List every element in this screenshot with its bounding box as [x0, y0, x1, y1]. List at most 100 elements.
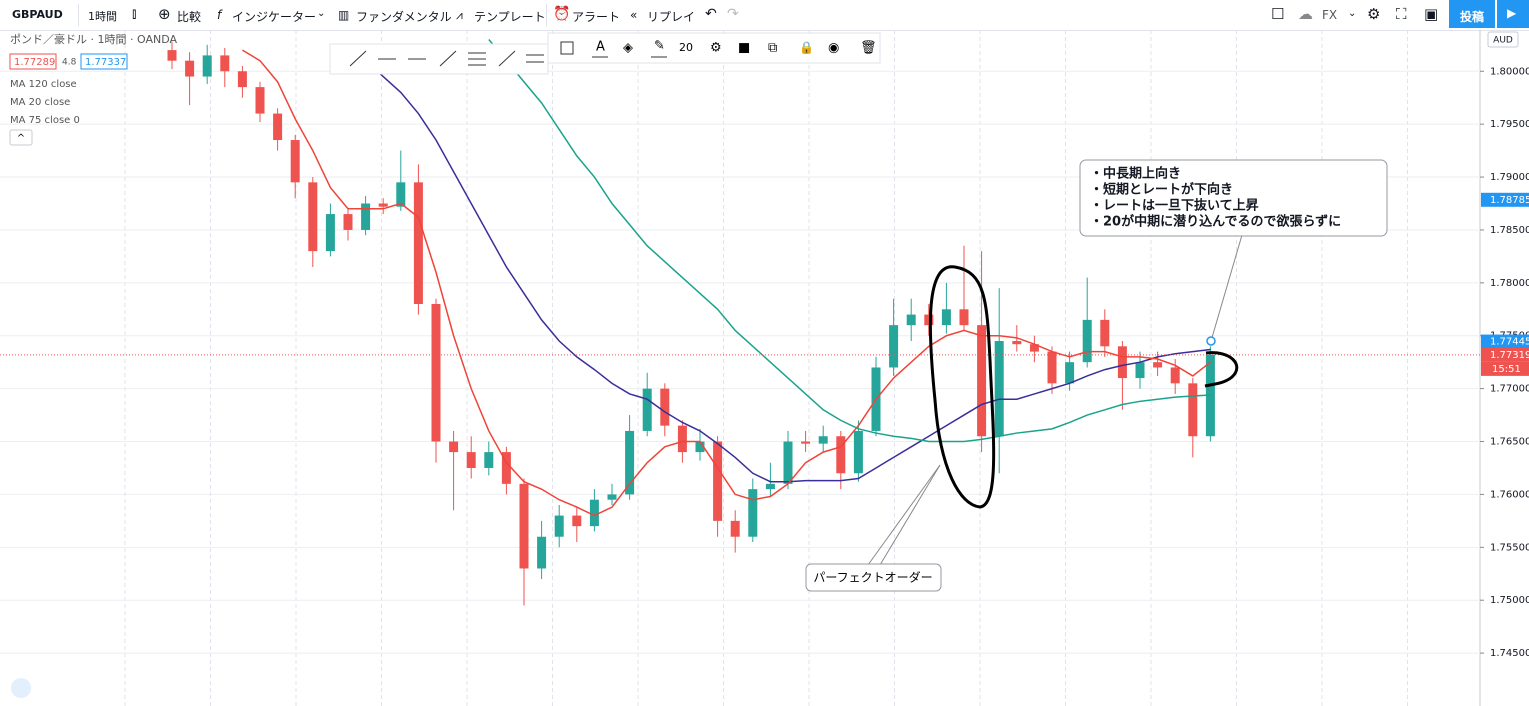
line-tools: [329, 43, 549, 75]
price-tag: [1481, 192, 1529, 207]
candle-body: [713, 441, 723, 521]
price-tag: [1481, 334, 1529, 349]
tool-icons[interactable]: [349, 50, 544, 67]
candle-body: [765, 483, 775, 490]
callout-box[interactable]: [1079, 159, 1388, 237]
legend: ポンド／豪ドル · 1時間 · OANDA 1.77289 4.8 1.7733…: [9, 32, 177, 698]
candle-body: [290, 140, 300, 183]
candle-body: [607, 494, 617, 500]
price-tag-label: 1.77319: [1490, 350, 1529, 361]
fill-icon[interactable]: ◈: [623, 41, 633, 56]
legend-entry: MA 120 close: [10, 79, 77, 90]
candle-body: [431, 303, 441, 442]
marks: [0, 39, 1480, 606]
template-icon: ⩘: [456, 8, 463, 22]
line-color-icon[interactable]: ✎: [654, 39, 665, 54]
grid: 1.74500 1.75000 1.75500 1.76000 1.76500 1.770…: [0, 30, 1529, 706]
candle-body: [853, 430, 863, 474]
candle-body: [449, 441, 459, 453]
fundamentals[interactable]: ファンダメンタル: [356, 10, 452, 24]
collapse-button[interactable]: [9, 129, 33, 146]
ask-box: [80, 53, 128, 70]
callout-box[interactable]: [805, 563, 942, 592]
settings-icon[interactable]: ⚙: [710, 41, 722, 56]
hide-icon[interactable]: ◉: [828, 41, 839, 56]
bars-icon[interactable]: ⫾: [132, 6, 137, 22]
clone-icon[interactable]: ⧉: [768, 41, 777, 56]
publish[interactable]: 投稿: [1460, 10, 1485, 24]
candle-body: [1170, 367, 1180, 384]
lock-icon[interactable]: 🔒: [799, 41, 814, 55]
templates[interactable]: テンプレート: [474, 10, 546, 24]
bid: 1.77289: [14, 57, 55, 68]
candle-body: [695, 441, 705, 453]
play-button[interactable]: ▶: [1497, 0, 1529, 28]
anchor-point[interactable]: [1206, 336, 1216, 346]
style-icons[interactable]: [560, 41, 667, 58]
candle-body: [818, 436, 828, 444]
candle-body: [413, 182, 423, 304]
candle-body: [343, 214, 353, 230]
callout-text: ・20が中期に潜り込んでるので欲張らずに: [1090, 214, 1341, 230]
compare[interactable]: 比較: [177, 10, 202, 24]
candle-body: [994, 341, 1004, 437]
replay[interactable]: リプレイ: [647, 10, 696, 24]
candle-body: [325, 214, 335, 252]
callout-text: パーフェクトオーダー: [813, 570, 932, 585]
dropdown[interactable]: ⌄: [1348, 8, 1357, 19]
candle-body: [625, 430, 635, 495]
legend-entry: MA 75 close 0: [10, 115, 80, 126]
delete-icon[interactable]: 🗑: [860, 40, 877, 56]
candle-body: [677, 425, 687, 453]
redo[interactable]: ↷: [727, 6, 739, 22]
candle-body: [836, 436, 846, 474]
publish-button[interactable]: [1449, 0, 1495, 28]
hand-drawn-ellipse: [928, 265, 996, 509]
visibility-icon[interactable]: ■: [738, 41, 750, 56]
callout-text: ・中長期上向き: [1090, 166, 1181, 182]
spread: 4.8: [62, 58, 77, 68]
undo[interactable]: ↶: [705, 6, 717, 22]
fullscreen-icon[interactable]: ⛶: [1396, 5, 1407, 23]
candle-body: [572, 515, 582, 527]
candle-body: [959, 309, 969, 326]
font-size[interactable]: 20: [679, 41, 693, 54]
candle-body: [906, 314, 916, 326]
candle-body: [484, 452, 494, 468]
snapshot-icon[interactable]: ▣: [1424, 5, 1439, 23]
candle-body: [589, 499, 599, 527]
callout-text: ・短期とレートが下向き: [1090, 182, 1233, 198]
compare-icon: ⊕: [158, 5, 171, 23]
y-tick-label: 1.79000: [1490, 172, 1529, 183]
moving-average-line: [347, 44, 1211, 483]
alert[interactable]: アラート: [572, 10, 621, 24]
legend-entry: MA 20 close: [10, 97, 70, 108]
candle-body: [378, 203, 388, 207]
market[interactable]: FX: [1322, 8, 1338, 22]
candle-body: [977, 325, 987, 437]
candle-body: [1100, 319, 1110, 347]
y-tick-label: 1.75500: [1490, 542, 1529, 553]
interval[interactable]: 1時間: [88, 10, 117, 23]
legend-title: ポンド／豪ドル · 1時間 · OANDA: [10, 32, 177, 46]
y-tick-label: 1.75000: [1490, 595, 1529, 606]
currency-box: [1487, 31, 1519, 48]
symbol[interactable]: GBPAUD: [12, 8, 63, 21]
text-color-icon[interactable]: A: [596, 40, 605, 55]
layout-icon[interactable]: ☐: [1271, 5, 1285, 23]
dropdown[interactable]: ⌄: [317, 8, 326, 19]
candle-body: [255, 87, 265, 114]
logo: [11, 678, 31, 698]
collapse-icon[interactable]: ^: [17, 133, 25, 144]
settings-icon[interactable]: ⚙: [1367, 5, 1381, 23]
indicators[interactable]: インジケーター: [232, 10, 317, 24]
alert-icon: ⏰: [553, 6, 571, 22]
candle-body: [1188, 383, 1198, 437]
candle-body: [642, 388, 652, 431]
candle-body: [519, 483, 529, 569]
hand-drawn-bracket: [1204, 351, 1239, 388]
candle-body: [1029, 344, 1039, 352]
candle-body: [801, 441, 811, 444]
fund-icon: ▥: [338, 8, 350, 22]
